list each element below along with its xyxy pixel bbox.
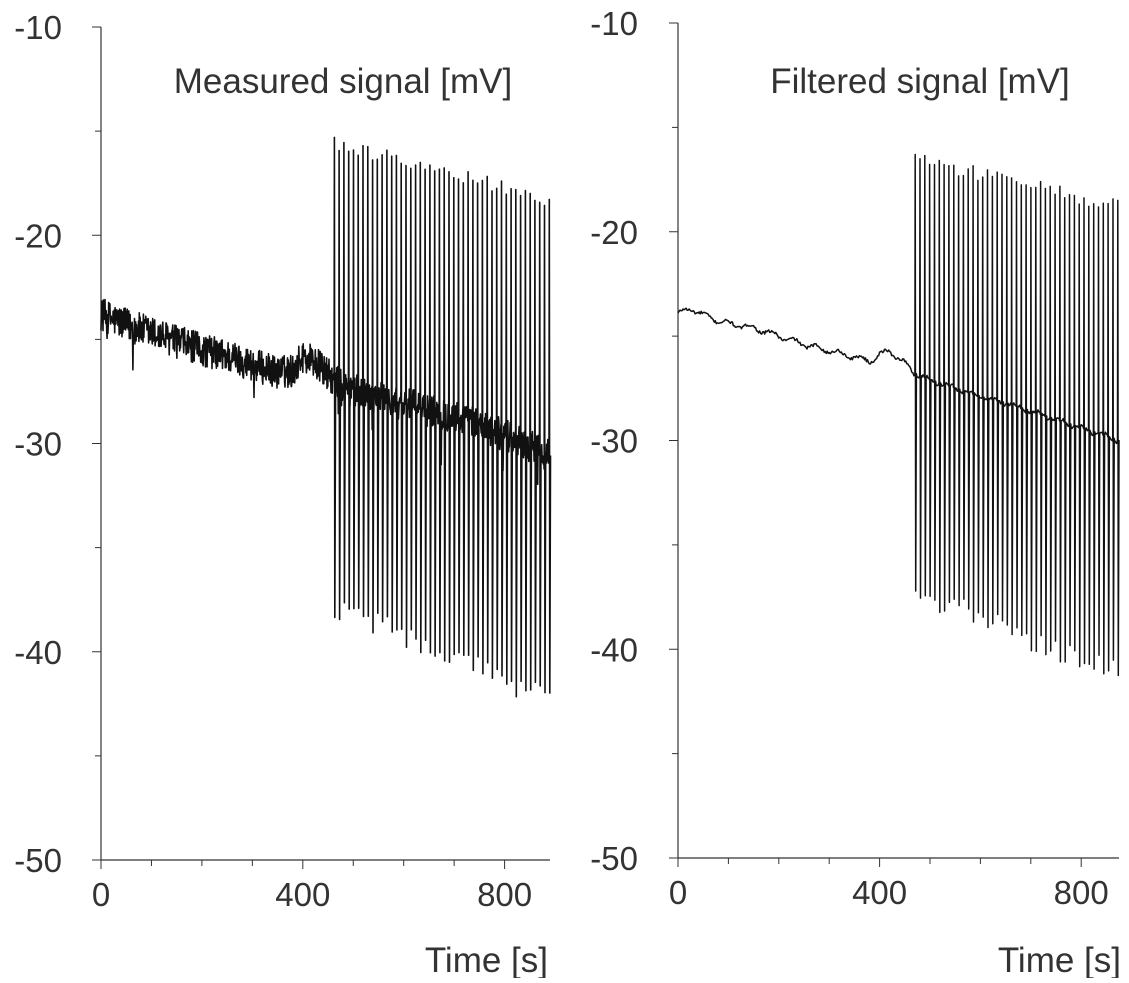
x-tick-label: 800 (477, 876, 532, 913)
y-tick-label: -30 (590, 423, 638, 460)
y-tick-label: -20 (590, 214, 638, 251)
signal-trace-line (677, 153, 1120, 677)
x-tick-label: 400 (275, 876, 330, 913)
y-tick-label: -10 (590, 5, 638, 42)
filtered-signal-panel: Filtered signal [mV] Time [s] -10 -20 -30 -… (590, 5, 1121, 980)
y-tick-label: -50 (590, 840, 638, 877)
panel-title: Filtered signal [mV] (770, 62, 1070, 101)
x-tick-label: 0 (669, 874, 687, 911)
y-tick-label: -50 (14, 842, 62, 879)
x-tick-label: 400 (852, 874, 907, 911)
x-tick-label: 800 (1054, 874, 1109, 911)
x-tick-label: 0 (92, 876, 110, 913)
y-tick-label: -20 (14, 217, 62, 254)
y-tick-label: -40 (590, 631, 638, 668)
x-axis-label: Time [s] (425, 941, 548, 978)
measured-signal-panel: Measured signal [mV] Time [s] -10 -20 -30 -… (14, 9, 552, 980)
y-tick-label: -10 (14, 9, 62, 46)
x-axis-label: Time [s] (998, 941, 1121, 978)
y-tick-label: -40 (14, 634, 62, 671)
panel-title: Measured signal [mV] (174, 62, 512, 101)
y-tick-label: -30 (14, 426, 62, 463)
signal-trace-line (100, 136, 552, 698)
